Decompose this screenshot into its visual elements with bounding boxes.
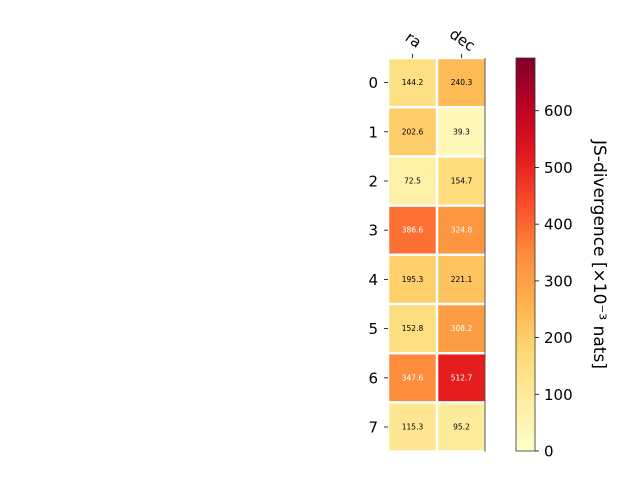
heatmap-cell bbox=[438, 108, 485, 156]
heatmap-cell bbox=[438, 157, 485, 205]
heatmap-cell bbox=[389, 59, 436, 106]
heatmap-cell bbox=[438, 354, 485, 402]
colorbar-tick-label: 100 bbox=[544, 386, 573, 404]
colorbar-tick-label: 600 bbox=[544, 102, 573, 120]
cell-value-label: 308.2 bbox=[451, 324, 473, 333]
column-label: dec bbox=[446, 25, 478, 55]
cell-value-label: 95.2 bbox=[453, 423, 470, 432]
heatmap-cell bbox=[389, 305, 436, 352]
heatmap-cell bbox=[389, 403, 436, 451]
cell-value-label: 72.5 bbox=[404, 177, 421, 186]
cell-value-label: 39.3 bbox=[453, 127, 470, 136]
cell-value-label: 152.8 bbox=[402, 324, 424, 333]
heatmap-cell bbox=[389, 206, 436, 254]
row-label: 0 bbox=[368, 74, 378, 92]
cell-value-label: 195.3 bbox=[402, 275, 424, 284]
cell-value-label: 115.3 bbox=[402, 423, 424, 432]
row-label: 3 bbox=[368, 222, 378, 240]
heatmap-cell bbox=[438, 59, 485, 106]
colorbar-gradient bbox=[515, 57, 536, 452]
colorbar-tick-label: 0 bbox=[544, 443, 554, 461]
cell-value-label: 154.7 bbox=[451, 177, 473, 186]
cell-value-label: 221.1 bbox=[451, 275, 473, 284]
colorbar-label: JS-divergence [×10⁻³ nats] bbox=[589, 139, 609, 369]
heatmap-cell bbox=[389, 157, 436, 205]
cell-value-label: 240.3 bbox=[451, 78, 473, 87]
colorbar-tick-label: 200 bbox=[544, 329, 573, 347]
row-label: 1 bbox=[368, 123, 378, 141]
colorbar-tick-label: 300 bbox=[544, 272, 573, 290]
heatmap-cell bbox=[389, 354, 436, 402]
row-label: 5 bbox=[368, 320, 378, 338]
heatmap-cell bbox=[438, 256, 485, 303]
heatmap-cell bbox=[389, 108, 436, 156]
cell-value-label: 386.6 bbox=[402, 226, 424, 235]
cell-value-label: 347.6 bbox=[402, 373, 424, 382]
row-label: 7 bbox=[368, 419, 378, 437]
column-label: ra bbox=[402, 28, 425, 52]
heatmap-cell bbox=[438, 206, 485, 254]
colorbar-tick-label: 500 bbox=[544, 159, 573, 177]
cell-value-label: 202.6 bbox=[402, 127, 424, 136]
colorbar: 0 100 200 300 400 500 600 JS-divergence [×10⁻³ … bbox=[515, 57, 609, 461]
row-label: 4 bbox=[368, 271, 378, 289]
heatmap-cell bbox=[438, 305, 485, 352]
row-label: 2 bbox=[368, 173, 378, 191]
colorbar-tick-label: 400 bbox=[544, 216, 573, 234]
cell-value-label: 324.8 bbox=[451, 226, 473, 235]
cell-value-label: 512.7 bbox=[451, 373, 473, 382]
heatmap-cell bbox=[389, 256, 436, 303]
cell-value-label: 144.2 bbox=[402, 78, 424, 87]
row-label: 6 bbox=[368, 369, 378, 387]
heatmap-cell bbox=[438, 403, 485, 451]
